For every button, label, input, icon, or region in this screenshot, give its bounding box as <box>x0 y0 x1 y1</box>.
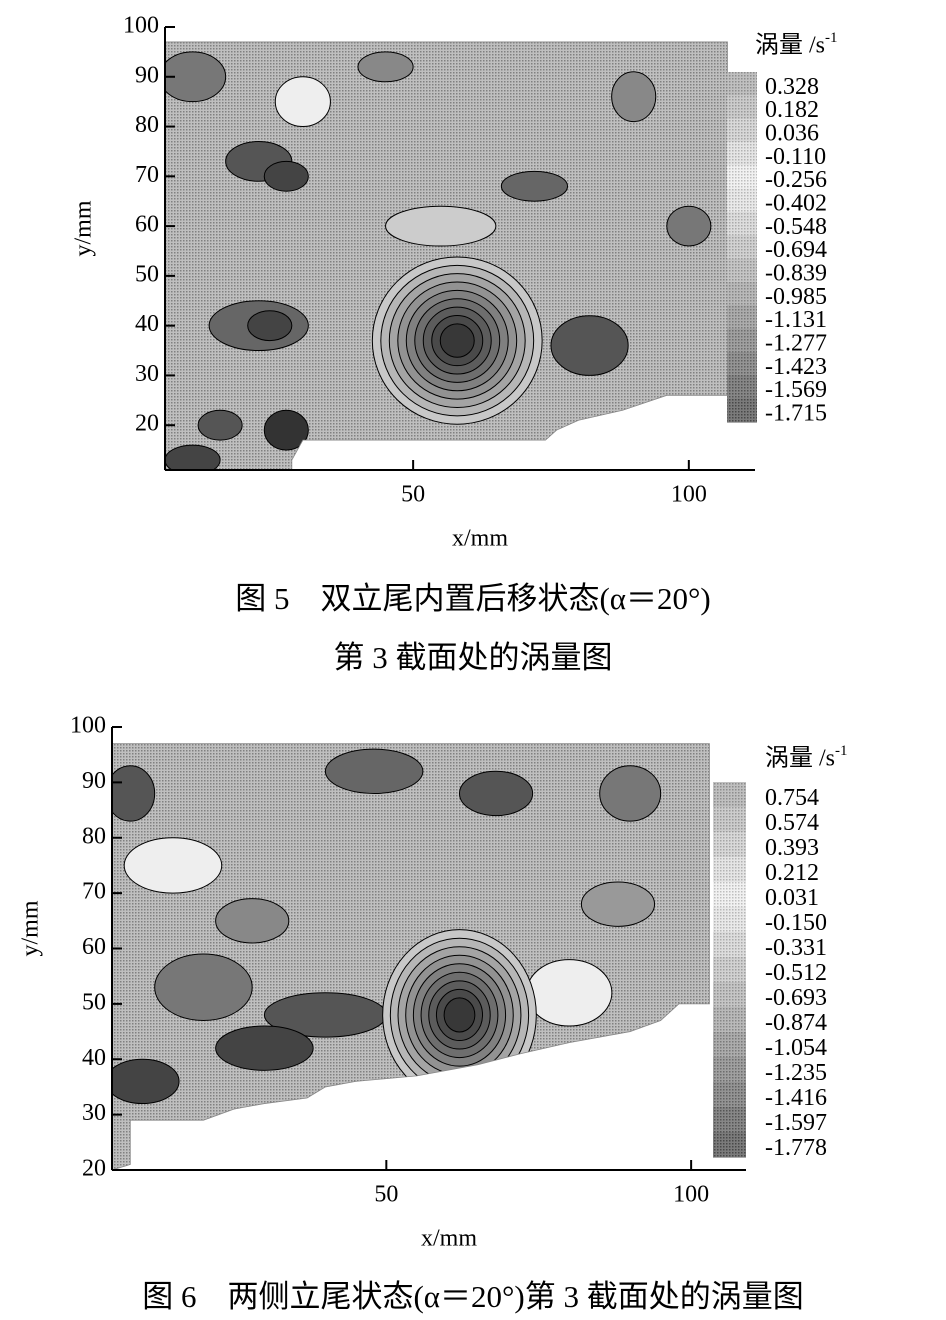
y-tick-label: 50 <box>135 261 159 287</box>
contour-region <box>324 748 424 794</box>
colorbar-label: 0.031 <box>765 885 819 911</box>
contour-region <box>526 959 613 1027</box>
y-tick-label: 20 <box>82 1156 106 1182</box>
contour-region <box>611 71 657 123</box>
y-tick-label: 100 <box>123 13 159 39</box>
x-tick-label: 50 <box>374 1182 398 1208</box>
x-tick-label: 100 <box>671 482 707 508</box>
y-tick-label: 40 <box>135 311 159 337</box>
colorbar-label: 0.182 <box>765 97 819 123</box>
colorbar-label: -0.110 <box>765 144 826 170</box>
colorbar-label: 0.328 <box>765 74 819 100</box>
y-tick-label: 80 <box>135 112 159 138</box>
colorbar-label: 0.754 <box>765 785 819 811</box>
contour-region <box>112 1058 180 1105</box>
y-tick-label: 100 <box>70 713 106 739</box>
field-outline <box>111 743 710 1171</box>
colorbar-label: -1.778 <box>765 1135 827 1161</box>
colorbar-texture <box>713 782 746 1157</box>
contour-region <box>197 409 243 441</box>
colorbar-label: 0.574 <box>765 810 819 836</box>
colorbar-label: -0.548 <box>765 214 827 240</box>
y-axis-label: y/mm <box>71 200 97 256</box>
colorbar-label: 0.393 <box>765 835 819 861</box>
x-axis-label: x/mm <box>452 526 508 552</box>
contour-region <box>599 765 662 822</box>
colorbar-label: -0.985 <box>765 284 827 310</box>
colorbar-label: -0.512 <box>765 960 827 986</box>
y-tick-label: 50 <box>82 989 106 1015</box>
x-tick-label: 100 <box>673 1182 709 1208</box>
colorbar-label: 0.212 <box>765 860 819 886</box>
contour-region <box>274 76 331 128</box>
vortex-contour <box>439 323 475 358</box>
contour-region <box>112 765 156 822</box>
y-tick-label: 70 <box>82 879 106 905</box>
colorbar-title: 涡量 /s-1 <box>755 30 838 58</box>
x-axis-label: x/mm <box>421 1226 477 1252</box>
colorbar-label: 0.036 <box>765 121 819 147</box>
colorbar-label: -1.423 <box>765 354 827 380</box>
contour-region <box>458 770 534 817</box>
colorbar-label: -1.054 <box>765 1035 827 1061</box>
contour-field <box>112 743 710 1170</box>
contour-region <box>215 898 290 944</box>
colorbar-label: -1.416 <box>765 1085 827 1111</box>
contour-region <box>580 881 656 927</box>
contour-region <box>165 444 221 470</box>
colorbar-label: -1.277 <box>765 331 827 357</box>
colorbar-texture <box>727 72 757 422</box>
contour-region <box>263 160 309 192</box>
y-tick-label: 70 <box>135 162 159 188</box>
colorbar-label: -0.256 <box>765 167 827 193</box>
figure-caption: 图 6 两侧立尾状态(α＝20°)第 3 截面处的涡量图 <box>142 1279 804 1314</box>
colorbar-label: -1.131 <box>765 307 827 333</box>
colorbar-exponent: -1 <box>835 743 848 759</box>
contour-region <box>500 170 569 202</box>
y-tick-label: 90 <box>82 768 106 794</box>
colorbar-label: -1.235 <box>765 1060 827 1086</box>
y-axis-label: y/mm <box>18 900 44 956</box>
colorbar-title: 涡量 /s-1 <box>765 743 848 771</box>
contour-region <box>357 51 414 83</box>
colorbar-label: -1.569 <box>765 377 827 403</box>
contour-region <box>385 205 497 247</box>
y-tick-label: 60 <box>135 212 159 238</box>
figure-caption: 图 5 双立尾内置后移状态(α＝20°) <box>235 581 711 616</box>
y-tick-label: 30 <box>135 361 159 387</box>
figure-caption: 第 3 截面处的涡量图 <box>334 640 613 675</box>
vortex-contour <box>443 997 476 1033</box>
contour-region <box>263 409 309 451</box>
y-tick-label: 30 <box>82 1100 106 1126</box>
colorbar-label: -0.694 <box>765 237 827 263</box>
y-tick-label: 20 <box>135 411 159 437</box>
contour-field <box>165 41 728 470</box>
contour-region <box>154 953 253 1021</box>
x-tick-label: 50 <box>401 482 425 508</box>
contour-region <box>247 310 293 342</box>
y-tick-label: 80 <box>82 823 106 849</box>
y-tick-label: 40 <box>82 1045 106 1071</box>
colorbar-label: -1.715 <box>765 401 827 427</box>
y-tick-label: 90 <box>135 62 159 88</box>
colorbar-label: -0.839 <box>765 261 827 287</box>
contour-region <box>123 837 223 894</box>
colorbar-label: -1.597 <box>765 1110 827 1136</box>
contour-region <box>165 51 227 103</box>
colorbar-exponent: -1 <box>825 30 838 46</box>
colorbar-label: -0.693 <box>765 985 827 1011</box>
contour-region <box>215 1025 314 1071</box>
colorbar-label: -0.402 <box>765 191 827 217</box>
colorbar-label: -0.874 <box>765 1010 827 1036</box>
contour-region <box>666 205 712 247</box>
colorbar-label: -0.150 <box>765 910 827 936</box>
contour-region <box>550 315 629 376</box>
y-tick-label: 60 <box>82 934 106 960</box>
colorbar-label: -0.331 <box>765 935 827 961</box>
